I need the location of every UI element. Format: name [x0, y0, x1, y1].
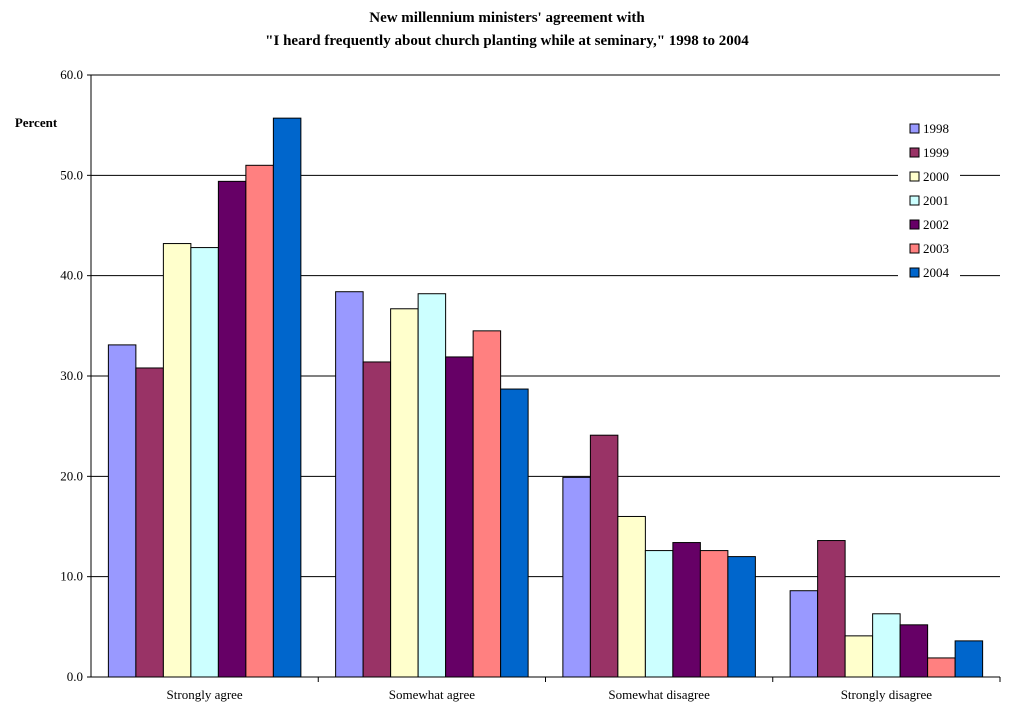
- bar-2004-somewhat-agree: [500, 388, 529, 678]
- legend-background: [898, 116, 960, 290]
- bar-2004-somewhat-disagree: [727, 556, 756, 678]
- bar-2003-somewhat-disagree: [699, 550, 729, 678]
- legend-label-2001: 2001: [923, 193, 949, 208]
- bar-1999-somewhat-agree: [362, 361, 392, 678]
- legend: 1998 1999 2000 2001 2002 2003 2004: [898, 116, 960, 290]
- bar-2000-strongly-disagree: [844, 635, 874, 678]
- bar-2004-strongly-disagree: [954, 640, 984, 678]
- chart-title-line-2: "I heard frequently about church plantin…: [265, 33, 749, 49]
- bar-2001-somewhat-agree: [417, 293, 447, 678]
- bar-2001-somewhat-disagree: [644, 550, 674, 678]
- x-tick-label: Strongly agree: [167, 687, 243, 702]
- legend-swatch-2002: [909, 219, 920, 230]
- x-tick-labels: Strongly agree Somewhat agree Somewhat dis…: [167, 687, 933, 702]
- y-tick-label: 50.0: [60, 167, 83, 182]
- legend-swatch-2004: [909, 267, 920, 278]
- bar-2003-somewhat-agree: [472, 330, 502, 678]
- bar-2002-strongly-disagree: [899, 624, 929, 678]
- chart-title-line-1: New millennium ministers' agreement with: [369, 10, 645, 26]
- y-tick-label: 30.0: [60, 368, 83, 383]
- y-axis-label: Percent: [15, 115, 58, 130]
- bar-2000-somewhat-disagree: [617, 515, 646, 678]
- bar-2002-strongly-agree: [217, 180, 247, 678]
- legend-swatch-2003: [909, 243, 920, 254]
- y-tick-label: 0.0: [67, 669, 83, 684]
- legend-label-1999: 1999: [923, 145, 949, 160]
- bar-1999-somewhat-disagree: [589, 434, 619, 678]
- bar-2000-somewhat-agree: [390, 308, 419, 678]
- legend-swatch-2000: [909, 171, 920, 182]
- y-tick-label: 60.0: [60, 67, 83, 82]
- y-tick-label: 10.0: [60, 569, 83, 584]
- legend-swatch-1998: [909, 123, 920, 134]
- bars: [107, 117, 984, 678]
- legend-label-1998: 1998: [923, 121, 949, 136]
- legend-label-2002: 2002: [923, 217, 949, 232]
- bar-2001-strongly-disagree: [872, 613, 901, 678]
- x-tick-label: Strongly disagree: [841, 687, 933, 702]
- bar-1999-strongly-agree: [135, 367, 164, 678]
- bar-1998-strongly-disagree: [789, 590, 819, 678]
- legend-label-2000: 2000: [923, 169, 949, 184]
- legend-label-2003: 2003: [923, 241, 949, 256]
- bar-1999-strongly-disagree: [817, 540, 846, 678]
- bar-1998-somewhat-agree: [335, 291, 364, 678]
- bar-2000-strongly-agree: [162, 243, 192, 678]
- bar-2003-strongly-agree: [245, 164, 274, 678]
- bar-2002-somewhat-agree: [445, 356, 474, 678]
- legend-swatch-2001: [909, 195, 920, 206]
- y-tick-label: 40.0: [60, 268, 83, 283]
- bar-1998-strongly-agree: [107, 344, 137, 678]
- y-tick-label: 20.0: [60, 468, 83, 483]
- axes: [87, 74, 1001, 682]
- y-tick-labels: 0.0 10.0 20.0 30.0 40.0 50.0 60.0: [60, 67, 83, 684]
- bar-1998-somewhat-disagree: [562, 476, 591, 678]
- bar-2001-strongly-agree: [190, 247, 219, 678]
- x-tick-label: Somewhat disagree: [608, 687, 710, 702]
- bar-2004-strongly-agree: [272, 117, 302, 678]
- x-tick-label: Somewhat agree: [389, 687, 476, 702]
- legend-swatch-1999: [909, 147, 920, 158]
- legend-label-2004: 2004: [923, 265, 950, 280]
- bar-2002-somewhat-disagree: [672, 542, 701, 678]
- bar-2003-strongly-disagree: [927, 657, 956, 678]
